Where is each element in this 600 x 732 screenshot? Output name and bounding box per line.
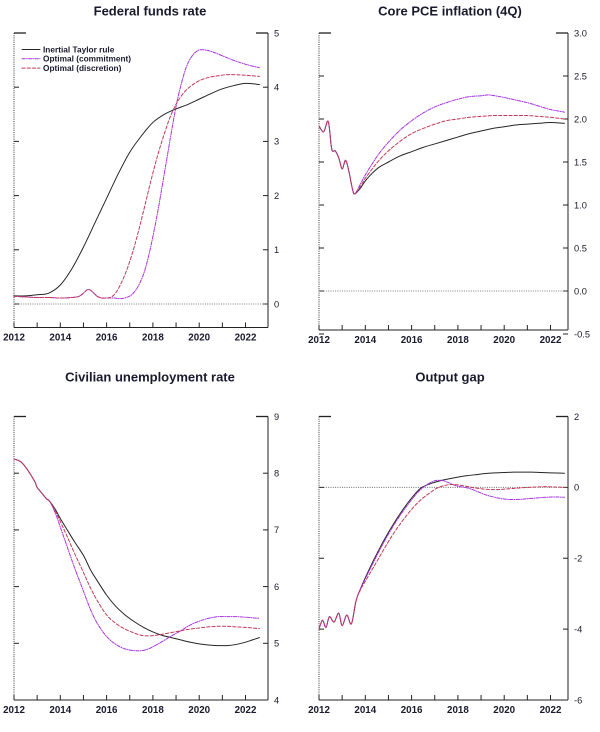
svg-text:Optimal (discretion): Optimal (discretion): [43, 63, 122, 73]
